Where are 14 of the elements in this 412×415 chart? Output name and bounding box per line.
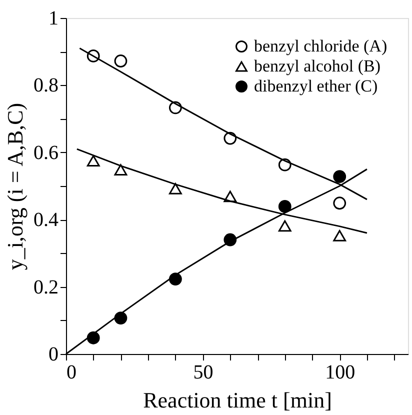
x-tick-label: 100 (325, 362, 356, 384)
legend-label: benzyl chloride (A) (254, 36, 388, 56)
legend-label: benzyl alcohol (B) (254, 56, 381, 76)
x-tick-label: 0 (66, 362, 76, 384)
y-tick-label: 0.4 (34, 209, 58, 232)
x-tick-label: 50 (193, 362, 214, 384)
x-axis-title: Reaction time t [min] (143, 388, 332, 412)
legend-label: dibenzyl ether (C) (254, 76, 378, 96)
y-axis-title: y_i,org (i = A,B,C) (2, 102, 28, 270)
y-tick-label: 1 (48, 8, 58, 30)
y-tick-label: 0.6 (34, 142, 58, 164)
y-tick-label: 0.2 (34, 276, 58, 298)
y-tick-label: 0 (48, 344, 58, 366)
y-tick-label: 0.8 (34, 74, 58, 97)
